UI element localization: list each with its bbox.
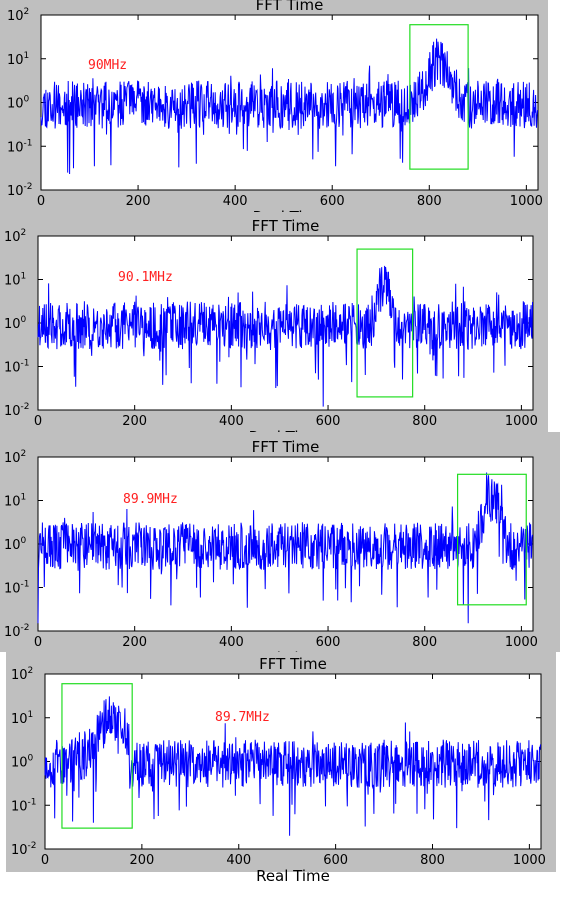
x-tick-label: 200 xyxy=(126,194,151,209)
y-tick-label: 101 xyxy=(4,272,26,289)
x-tick-label: 600 xyxy=(316,635,341,650)
x-tick-label: 200 xyxy=(122,414,147,429)
x-tick-label: 1000 xyxy=(510,194,543,209)
x-tick-label: 0 xyxy=(37,194,45,209)
x-tick-label: 800 xyxy=(420,853,445,868)
y-tick-label: 10-2 xyxy=(11,841,37,858)
chart-panel-90-1mhz: FFT Time 0 200 400 600 800 1000 10-2 10-1 100 101 1… xyxy=(0,212,548,446)
x-tick-label: 400 xyxy=(223,194,248,209)
y-tick-label: 10-1 xyxy=(4,580,30,597)
chart-svg: FFT Time 0 200 400 600 800 1000 10-2 10-1 100 101 1… xyxy=(4,217,538,446)
spectrum-line xyxy=(37,472,533,624)
signal-highlight-box xyxy=(409,24,469,170)
y-tick-label: 10-2 xyxy=(4,623,30,640)
frequency-annotation: 89.9MHz xyxy=(123,492,178,507)
y-tick-label: 101 xyxy=(11,710,33,727)
x-tick-label: 0 xyxy=(41,853,49,868)
y-tick-label: 10-1 xyxy=(4,359,30,376)
y-tick-label: 100 xyxy=(4,536,27,553)
x-axis-label: Real Time xyxy=(256,867,330,885)
signal-highlight-box xyxy=(456,473,527,606)
y-tick-label: 10-1 xyxy=(11,797,37,814)
y-tick-label: 102 xyxy=(7,7,29,24)
x-tick-label: 0 xyxy=(34,635,42,650)
y-tick-label: 10-1 xyxy=(7,138,33,155)
y-tick-label: 10-2 xyxy=(4,402,30,419)
x-tick-label: 200 xyxy=(129,853,154,868)
frequency-annotation: 90.1MHz xyxy=(118,270,173,285)
signal-highlight-box xyxy=(356,248,414,398)
spectrum-line xyxy=(44,696,541,836)
spectrum-line xyxy=(40,38,538,175)
y-tick-label: 100 xyxy=(4,315,27,332)
x-tick-label: 400 xyxy=(219,635,244,650)
x-tick-label: 1000 xyxy=(505,414,538,429)
y-tick-label: 101 xyxy=(7,51,29,68)
chart-svg: FFT Time 0 200 400 600 800 1000 10-2 10-1 100 101 1… xyxy=(11,655,546,885)
chart-panel-90mhz: FFT Time 0 200 400 600 800 1000 10-2 10-1 100 101 1… xyxy=(0,0,548,226)
chart-panel-89-7mhz: FFT Time 0 200 400 600 800 1000 10-2 10-1 100 101 1… xyxy=(6,652,556,885)
spectrum-line xyxy=(37,265,533,407)
x-tick-label: 800 xyxy=(412,414,437,429)
y-tick-label: 102 xyxy=(4,449,26,466)
x-tick-label: 600 xyxy=(316,414,341,429)
x-tick-label: 0 xyxy=(34,414,42,429)
y-tick-label: 102 xyxy=(4,228,26,245)
y-tick-label: 100 xyxy=(7,95,30,112)
y-tick-label: 100 xyxy=(11,754,34,771)
chart-title: FFT Time xyxy=(252,438,320,456)
x-tick-label: 400 xyxy=(219,414,244,429)
y-tick-label: 101 xyxy=(4,493,26,510)
x-tick-label: 800 xyxy=(417,194,442,209)
chart-title: FFT Time xyxy=(252,217,320,235)
chart-svg: FFT Time 0 200 400 600 800 1000 10-2 10-1 100 101 1… xyxy=(4,438,538,667)
x-tick-label: 600 xyxy=(323,853,348,868)
y-tick-label: 10-2 xyxy=(7,182,33,199)
x-tick-label: 800 xyxy=(412,635,437,650)
x-tick-label: 200 xyxy=(122,635,147,650)
y-tick-label: 102 xyxy=(11,666,33,683)
frequency-annotation: 90MHz xyxy=(88,58,127,73)
frequency-annotation: 89.7MHz xyxy=(215,710,270,725)
chart-title: FFT Time xyxy=(256,0,324,14)
signal-highlight-box xyxy=(61,683,133,829)
x-tick-label: 1000 xyxy=(505,635,538,650)
x-tick-label: 1000 xyxy=(513,853,546,868)
chart-title: FFT Time xyxy=(259,655,327,673)
chart-panel-89-9mhz: FFT Time 0 200 400 600 800 1000 10-2 10-1 100 101 1… xyxy=(0,432,560,667)
chart-svg: FFT Time 0 200 400 600 800 1000 10-2 10-1 100 101 1… xyxy=(7,0,543,226)
x-tick-label: 600 xyxy=(320,194,345,209)
x-tick-label: 400 xyxy=(226,853,251,868)
